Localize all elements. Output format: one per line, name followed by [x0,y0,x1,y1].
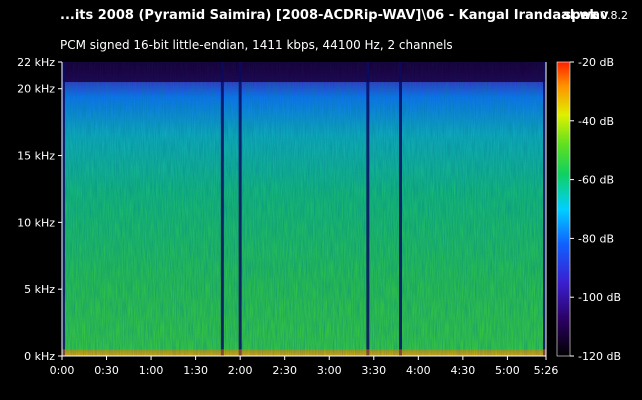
spectrogram-gap [220,62,224,356]
y-tick-label: 20 kHz [17,83,55,96]
spectrogram-gap [543,62,546,356]
app-version: 0.8.2 [600,9,628,22]
spectrogram-gap [399,62,402,356]
y-tick-label: 10 kHz [17,216,55,229]
y-tick-label: 15 kHz [17,150,55,163]
audio-info: PCM signed 16-bit little-endian, 1411 kb… [60,38,453,52]
colorbar-tick-label: -40 dB [578,115,614,128]
app-name: spek [563,8,598,23]
x-tick-label: 5:00 [495,364,520,377]
spectrogram-cutoff-band [62,62,546,83]
spectrogram-bass-band [62,349,546,356]
colorbar-tick-label: -80 dB [578,232,614,245]
x-tick-label: 4:00 [406,364,431,377]
y-tick-label: 22 kHz [17,56,55,69]
colorbar-tick-label: -100 dB [578,291,621,304]
colorbar-tick-label: -20 dB [578,56,614,69]
x-tick-label: 4:30 [451,364,476,377]
x-tick-label: 1:00 [139,364,164,377]
colorbar-tick-label: -60 dB [578,174,614,187]
colorbar-tick-label: -120 dB [578,350,621,363]
spectrogram-gap [238,62,242,356]
spectrogram-gap [62,62,65,356]
x-tick-label: 5:26 [534,364,559,377]
x-tick-label: 3:00 [317,364,342,377]
x-tick-label: 0:00 [50,364,75,377]
x-tick-label: 1:30 [183,364,208,377]
app-brand: spek 0.8.2 [563,8,628,23]
spectrogram-texture [62,62,546,356]
spectrogram-gap [366,62,370,356]
y-tick-label: 5 kHz [24,283,55,296]
x-tick-label: 0:30 [94,364,119,377]
file-title: ...its 2008 (Pyramid Saimira) [2008-ACDR… [60,8,609,23]
x-tick-label: 2:30 [272,364,297,377]
colorbar [556,61,571,357]
x-tick-label: 3:30 [361,364,386,377]
y-tick-label: 0 kHz [24,350,55,363]
x-tick-label: 2:00 [228,364,253,377]
